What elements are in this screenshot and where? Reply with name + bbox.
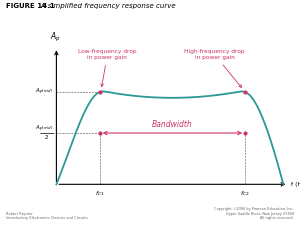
Text: 2: 2 [45, 135, 49, 140]
Text: FIGURE 14.1: FIGURE 14.1 [6, 3, 55, 9]
Text: $f_{C1}$: $f_{C1}$ [95, 189, 105, 198]
Text: Copyright ©2006 by Pearson Education, Inc.
Upper Saddle River, New Jersey 07458
: Copyright ©2006 by Pearson Education, In… [214, 207, 294, 220]
Text: $A_p$: $A_p$ [50, 31, 61, 44]
Text: Bandwidth: Bandwidth [152, 120, 193, 129]
Text: $A_{p(mid)}$: $A_{p(mid)}$ [35, 87, 54, 97]
Text: f (Hz): f (Hz) [291, 182, 300, 187]
Text: Robert Paynter
Introductory Electronics: Devices and Circuits: Robert Paynter Introductory Electronics:… [6, 212, 88, 220]
Text: $f_{C2}$: $f_{C2}$ [240, 189, 250, 198]
Text: A simplified frequency response curve: A simplified frequency response curve [34, 3, 176, 9]
Text: High-frequency drop
in power gain: High-frequency drop in power gain [184, 49, 245, 87]
Text: $A_{p(mid)}$: $A_{p(mid)}$ [35, 124, 54, 134]
Text: Low-frequency drop
in power gain: Low-frequency drop in power gain [78, 49, 137, 87]
